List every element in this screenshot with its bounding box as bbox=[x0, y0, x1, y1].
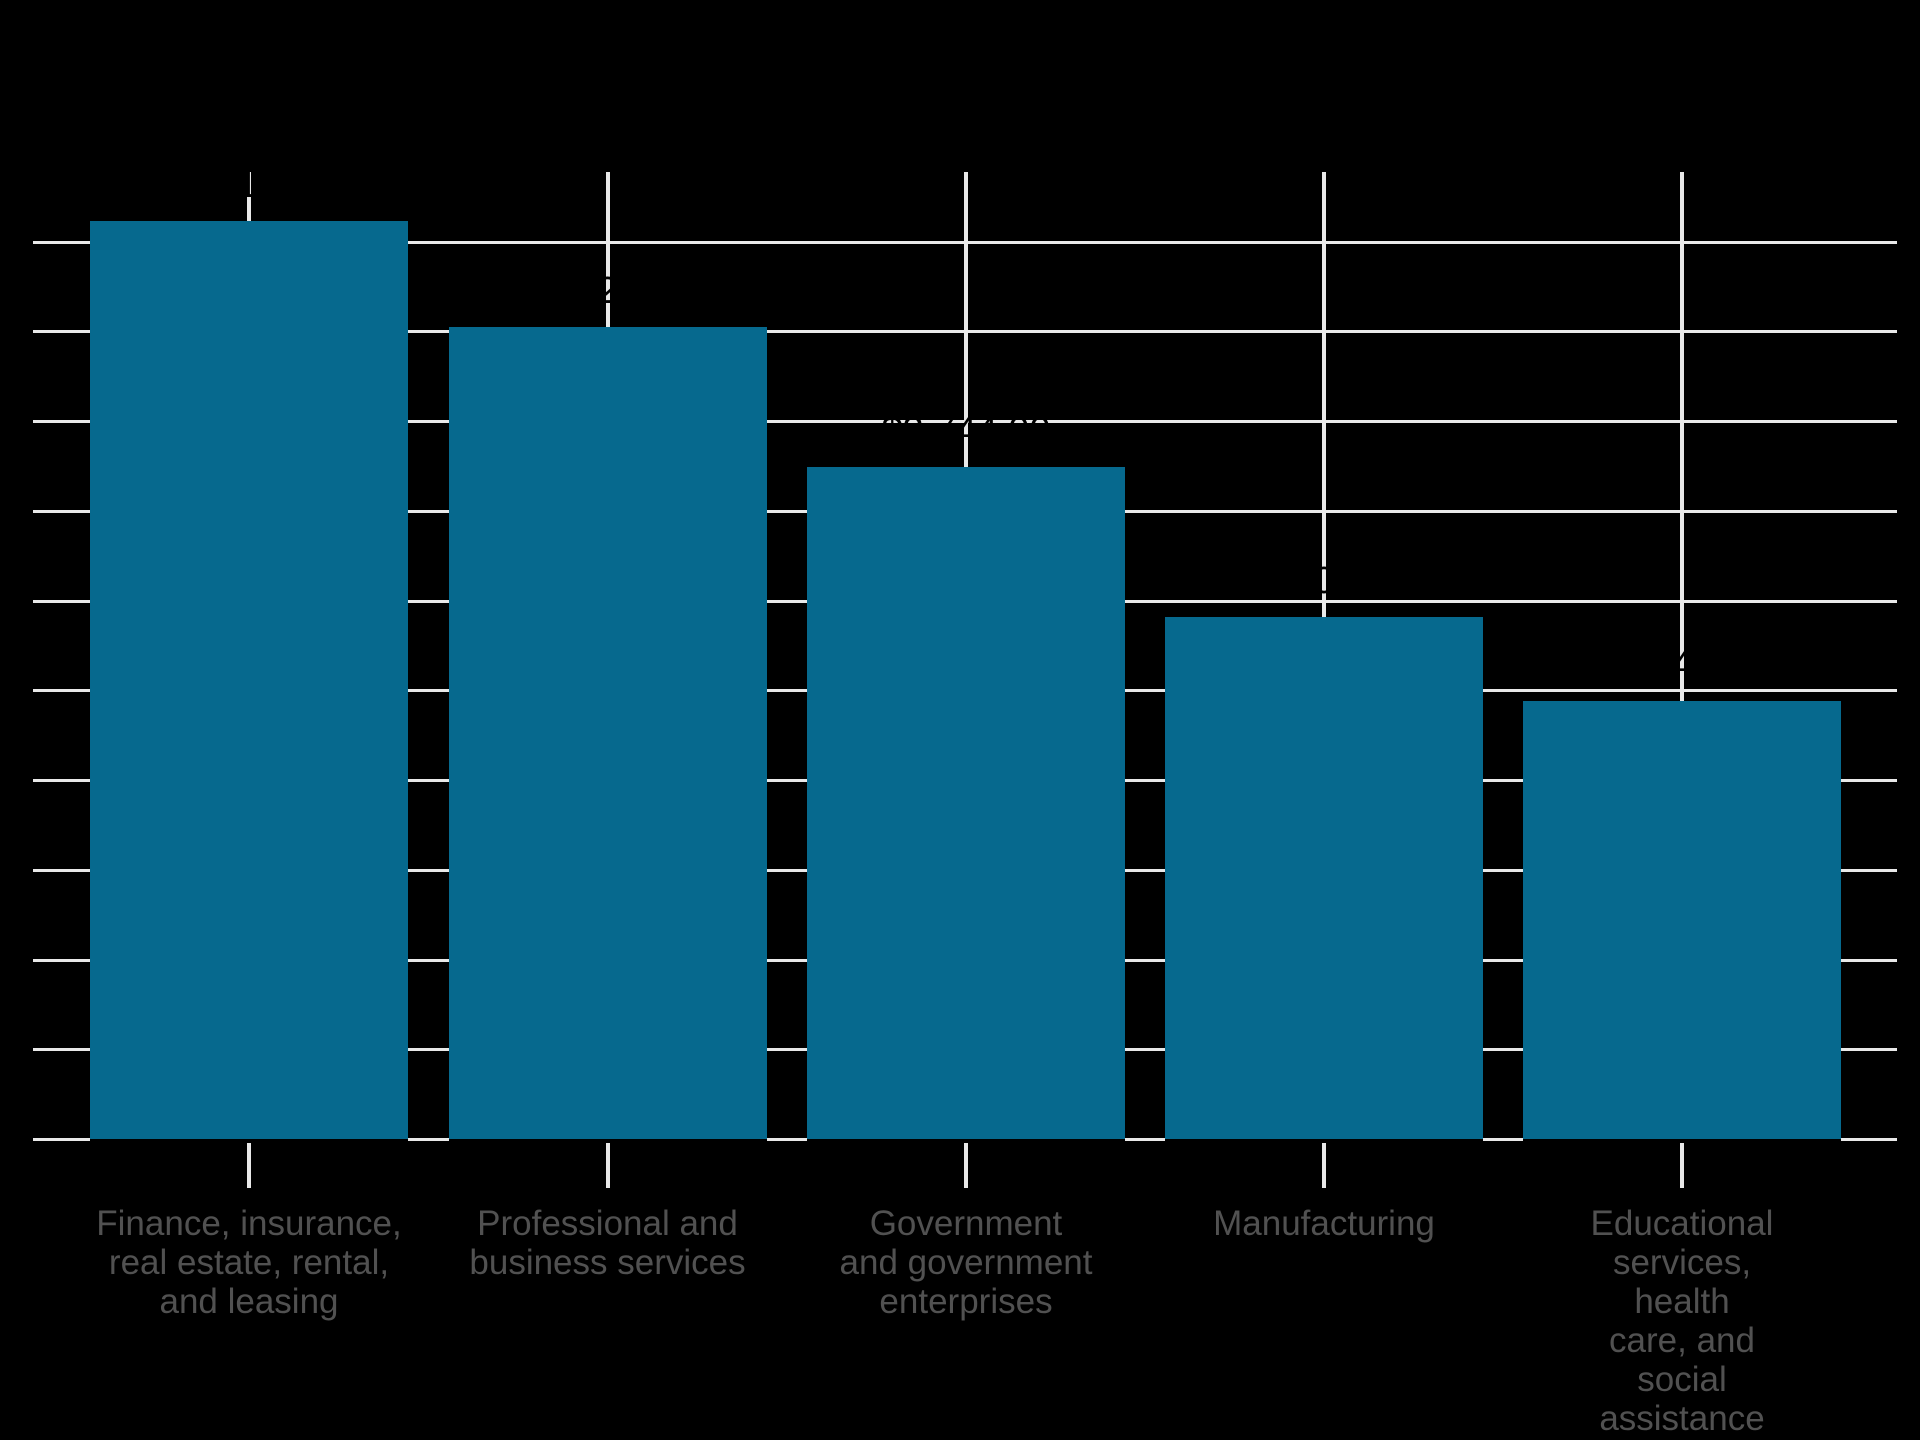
bar-value-label: $2,440.00 bbox=[1597, 644, 1767, 686]
vertical-gridline bbox=[1680, 172, 1684, 1139]
x-axis-category-label: Government and government enterprises bbox=[839, 1204, 1093, 1321]
x-axis-tick bbox=[964, 1143, 968, 1188]
bar bbox=[807, 467, 1125, 1142]
bar bbox=[90, 221, 408, 1142]
x-axis-category-label: Professional and business services bbox=[469, 1204, 746, 1282]
x-axis-category-label: Finance, insurance, real estate, rental,… bbox=[96, 1204, 402, 1321]
bar bbox=[448, 327, 767, 1142]
x-axis-tick bbox=[1322, 1143, 1326, 1188]
x-axis-tick bbox=[605, 1143, 610, 1188]
x-axis-category-label: Manufacturing bbox=[1213, 1204, 1435, 1243]
bar bbox=[1165, 617, 1483, 1142]
x-axis-tick bbox=[1680, 1143, 1684, 1188]
bar-value-label: $3,744.00 bbox=[881, 410, 1051, 452]
bar-value-label: $4,526.00 bbox=[522, 270, 693, 312]
bar-value-label: $5,113.00 bbox=[165, 164, 333, 206]
bar bbox=[1523, 701, 1841, 1142]
bar-value-label: $2,908.00 bbox=[1239, 560, 1409, 602]
x-axis-category-label: Educational services, health care, and s… bbox=[1590, 1204, 1774, 1438]
x-axis-tick bbox=[247, 1143, 251, 1188]
